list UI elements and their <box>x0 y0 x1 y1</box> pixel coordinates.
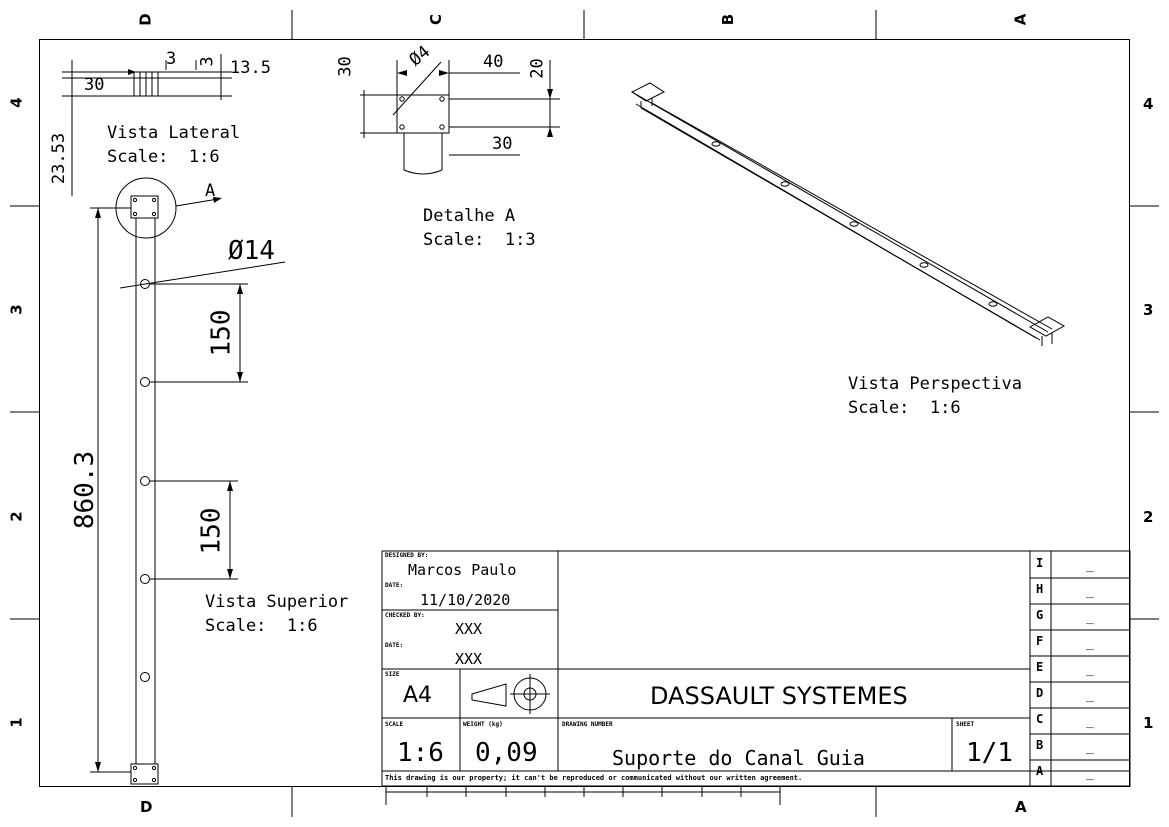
zone-top-a: A <box>1011 13 1030 26</box>
detail-marker-a: A <box>205 181 216 201</box>
projection-cone-icon <box>471 683 507 707</box>
dim-superior-150a: 150 <box>206 309 237 357</box>
revision-letter: C <box>1036 712 1044 726</box>
zone-left-2: 2 <box>7 511 26 522</box>
revision-letter: F <box>1036 634 1044 648</box>
revision-letter: A <box>1036 764 1044 778</box>
view-perspective-scale: Scale: 1:6 <box>848 398 961 418</box>
zone-left-1: 1 <box>7 717 26 728</box>
zone-bottom-d: D <box>140 798 153 816</box>
tb-weight-label: WEIGHT (kg) <box>463 721 503 728</box>
view-perspective-title: Vista Perspectiva <box>848 374 1022 394</box>
revision-value: _ <box>1086 636 1094 651</box>
revision-value: _ <box>1086 740 1094 755</box>
view-detail-scale: Scale: 1:3 <box>423 230 536 250</box>
zone-top-c: C <box>427 13 446 26</box>
revision-value: _ <box>1086 714 1094 729</box>
dim-lateral-3: 3 <box>166 49 177 69</box>
dim-lateral-23-53: 23.53 <box>49 132 70 185</box>
tb-sheet: 1/1 <box>966 738 1013 768</box>
tb-scale: 1:6 <box>397 738 444 768</box>
tb-size: A4 <box>403 683 433 708</box>
zone-right-1: 1 <box>1143 714 1154 732</box>
view-lateral-scale: Scale: 1:6 <box>107 147 220 167</box>
tb-date2: XXX <box>455 650 483 668</box>
tb-weight: 0,09 <box>475 738 538 768</box>
revision-value: _ <box>1086 584 1094 599</box>
zone-left-4: 4 <box>7 97 26 108</box>
revision-value: _ <box>1086 558 1094 573</box>
dim-superior-860-3: 860.3 <box>70 450 101 530</box>
revision-letter: B <box>1036 738 1044 752</box>
tb-checked-by: XXX <box>455 620 483 638</box>
tb-disclaimer: This drawing is our property; it can't b… <box>385 774 803 782</box>
view-detail-title: Detalhe A <box>423 206 516 226</box>
revision-value: _ <box>1086 662 1094 677</box>
dim-detail-30v: 30 <box>335 56 356 77</box>
dim-detail-30h: 30 <box>492 134 513 154</box>
tb-company: DASSAULT SYSTEMES <box>650 682 908 710</box>
tb-drawing-number: Suporte do Canal Guia <box>612 746 865 770</box>
revision-value: _ <box>1086 766 1094 781</box>
revision-letter: E <box>1036 660 1044 674</box>
revision-value: _ <box>1086 610 1094 625</box>
dim-superior-150b: 150 <box>196 507 227 555</box>
tb-checked-by-label: CHECKED BY: <box>385 612 425 619</box>
view-superior-title: Vista Superior <box>205 592 349 612</box>
zone-top-b: B <box>719 13 738 26</box>
dim-lateral-3b: 3 <box>197 56 218 67</box>
dim-lateral-30: 30 <box>84 75 105 95</box>
dim-detail-20: 20 <box>527 58 548 79</box>
zone-right-4: 4 <box>1143 95 1154 113</box>
tb-date2-label: DATE: <box>385 642 404 649</box>
dim-lateral-13-5: 13.5 <box>230 58 271 78</box>
revision-letter: I <box>1036 556 1044 570</box>
tb-sheet-label: SHEET <box>956 721 975 728</box>
tb-date-label: DATE: <box>385 582 404 589</box>
tb-scale-label: SCALE <box>385 721 404 728</box>
zone-right-3: 3 <box>1143 301 1154 319</box>
view-superior-scale: Scale: 1:6 <box>205 616 318 636</box>
zone-left-3: 3 <box>7 304 26 315</box>
zone-top-d: D <box>136 13 155 26</box>
tb-designed-by-label: DESIGNED BY: <box>385 552 429 559</box>
revision-letter: H <box>1036 582 1044 596</box>
revision-letter: G <box>1036 608 1044 622</box>
tb-size-label: SIZE <box>385 671 400 678</box>
tb-date: 11/10/2020 <box>420 591 511 609</box>
view-lateral-title: Vista Lateral <box>107 123 241 143</box>
revision-letter: D <box>1036 686 1044 700</box>
tb-drawing-number-label: DRAWING NUMBER <box>562 721 613 728</box>
zone-bottom-a: A <box>1015 798 1027 816</box>
dim-superior-phi14: Ø14 <box>228 236 275 266</box>
zone-right-2: 2 <box>1143 508 1154 526</box>
revision-value: _ <box>1086 688 1094 703</box>
dim-detail-40: 40 <box>483 52 504 72</box>
tb-designed-by: Marcos Paulo <box>408 561 517 579</box>
